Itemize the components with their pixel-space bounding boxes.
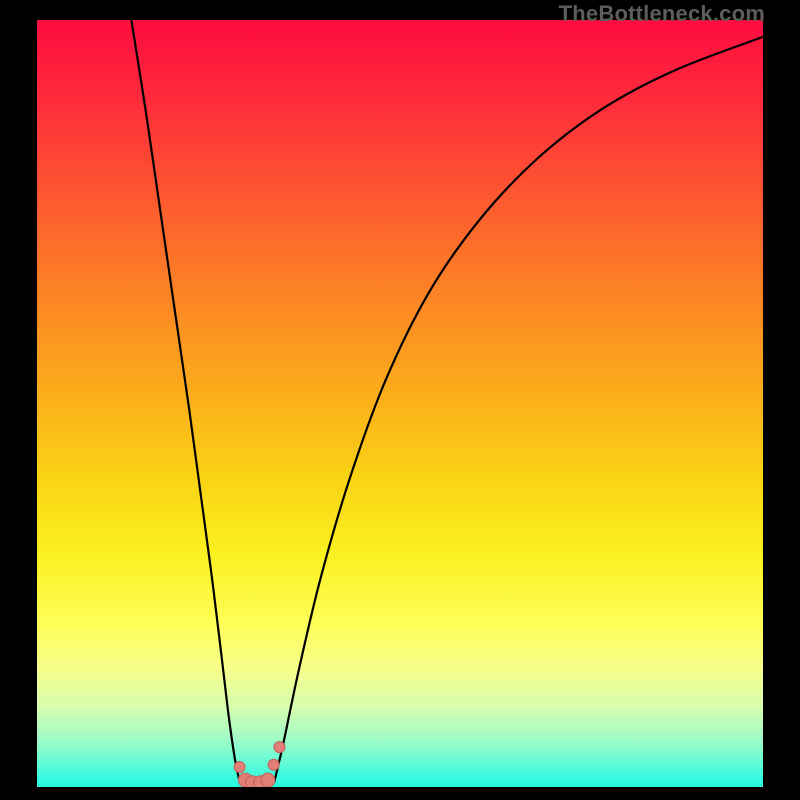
- marker-point: [261, 773, 275, 787]
- plot-svg: [37, 20, 763, 787]
- marker-point: [268, 759, 279, 770]
- plot-area: [37, 20, 763, 787]
- gradient-background: [37, 20, 763, 787]
- marker-point: [234, 762, 245, 773]
- watermark-text: TheBottleneck.com: [559, 1, 765, 27]
- marker-point: [274, 742, 285, 753]
